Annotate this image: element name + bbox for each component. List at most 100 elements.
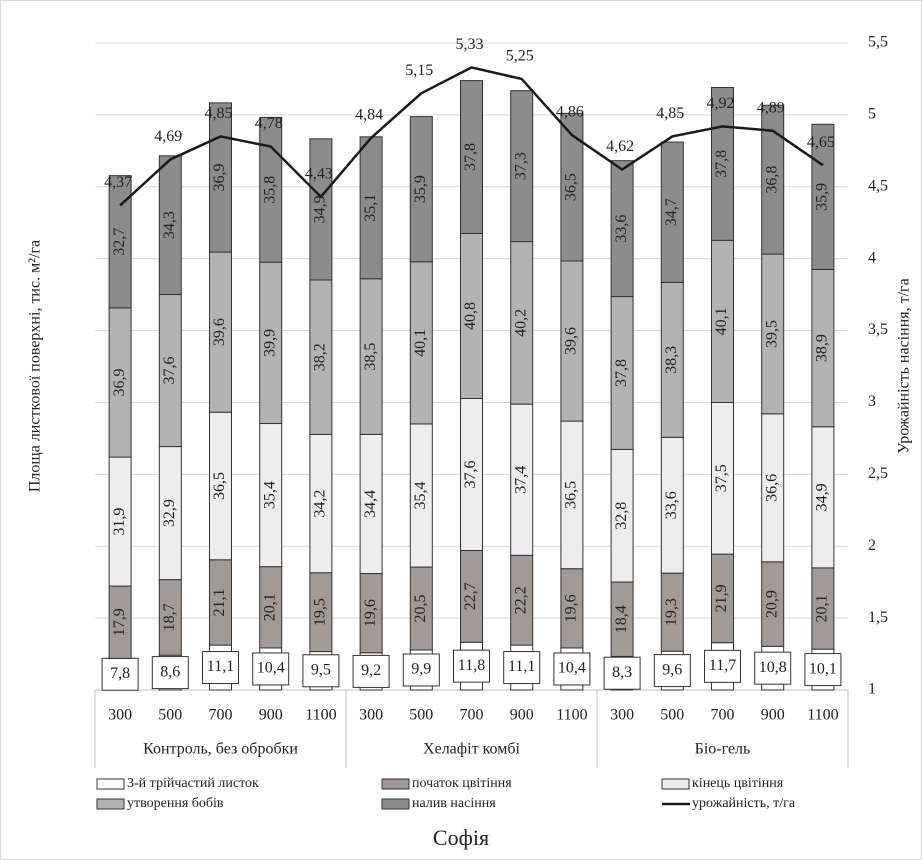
- data-label: 36,6: [763, 474, 780, 502]
- y2-tick-label: 4: [868, 249, 876, 266]
- data-label: 11,8: [458, 657, 485, 674]
- x-axis-title: Софія: [433, 825, 489, 850]
- data-label: 19,5: [312, 598, 329, 626]
- legend-swatch: [381, 798, 410, 810]
- data-label: 35,1: [362, 194, 379, 222]
- line-data-label: 4,85: [205, 105, 233, 122]
- data-label: 18,7: [161, 603, 178, 631]
- x-tick-label: 500: [660, 707, 684, 724]
- data-label: 35,9: [814, 183, 831, 211]
- data-label: 37,3: [512, 152, 529, 180]
- data-label: 19,3: [663, 598, 680, 626]
- data-label-box: [402, 653, 440, 687]
- bar-segment: [158, 155, 182, 296]
- legend-label: налив насіння: [412, 796, 496, 811]
- data-label: 34,4: [362, 490, 379, 518]
- data-label: 40,1: [713, 307, 730, 335]
- data-label: 11,1: [508, 658, 535, 675]
- legend-label: 3-й трійчастий листок: [127, 776, 259, 791]
- data-label: 37,4: [512, 466, 529, 494]
- data-label: 37,8: [613, 359, 630, 387]
- data-label: 37,8: [713, 150, 730, 178]
- data-label: 37,6: [462, 460, 479, 488]
- data-label: 34,9: [814, 483, 831, 511]
- x-tick-label: 900: [761, 707, 785, 724]
- line-data-label: 5,15: [405, 62, 433, 79]
- data-label: 21,9: [713, 584, 730, 612]
- x-tick-label: 900: [259, 707, 283, 724]
- legend-label: кінець цвітіння: [692, 776, 784, 791]
- data-label: 34,2: [312, 490, 329, 518]
- data-label-box: [704, 649, 741, 683]
- data-label: 20,1: [814, 595, 831, 623]
- x-tick-label: 500: [158, 707, 182, 724]
- line-data-label: 5,33: [456, 36, 484, 53]
- data-label: 34,7: [663, 198, 680, 226]
- legend-swatch: [661, 778, 690, 790]
- bar-segment: [510, 90, 534, 243]
- line-data-label: 4,92: [707, 95, 735, 112]
- data-label: 37,5: [713, 464, 730, 492]
- data-label: 39,9: [261, 329, 278, 357]
- group-label: Контроль, без обробки: [143, 741, 298, 758]
- legend-swatch: [96, 798, 125, 810]
- y2-tick-label: 1: [868, 681, 876, 698]
- x-tick-label: 1100: [556, 707, 587, 724]
- data-label: 38,2: [312, 343, 329, 371]
- line-data-label: 4,62: [606, 138, 634, 155]
- data-label: 40,1: [412, 329, 429, 357]
- data-label: 18,4: [613, 605, 630, 633]
- data-label: 39,6: [563, 327, 580, 355]
- data-label: 35,4: [261, 481, 278, 509]
- bar-segment: [660, 141, 684, 283]
- data-label: 19,6: [563, 594, 580, 622]
- data-label-box: [653, 654, 691, 688]
- legend-label: початок цвітіння: [412, 776, 512, 791]
- y2-tick-label: 2,5: [868, 465, 888, 482]
- data-label: 31,9: [111, 508, 128, 536]
- data-label: 36,9: [111, 368, 128, 396]
- x-tick-label: 700: [711, 707, 735, 724]
- legend-swatch: [96, 778, 125, 790]
- data-label: 20,9: [763, 590, 780, 618]
- data-label: 22,2: [512, 586, 529, 614]
- data-label: 20,1: [261, 593, 278, 621]
- data-label: 36,5: [563, 173, 580, 201]
- bar-segment: [409, 116, 433, 263]
- bar-segment: [309, 138, 333, 281]
- bar-segment: [460, 80, 483, 234]
- y2-tick-label: 4,5: [868, 177, 888, 194]
- y2-axis-title: Урожайність насіння, т/га: [896, 278, 913, 453]
- line-data-label: 4,37: [104, 174, 132, 191]
- x-tick-label: 500: [409, 707, 433, 724]
- data-label-box: [252, 652, 290, 686]
- data-label: 7,8: [110, 665, 130, 682]
- group-label: Хелафіт комбі: [423, 741, 520, 758]
- y2-tick-label: 5: [868, 106, 876, 123]
- line-data-label: 4,89: [757, 99, 785, 116]
- y2-tick-label: 5,5: [868, 34, 888, 51]
- data-label: 9,2: [361, 662, 381, 679]
- legend-label: утворення бобів: [127, 796, 224, 811]
- data-label-box: [553, 652, 591, 686]
- x-tick-label: 300: [359, 707, 383, 724]
- y2-tick-label: 1,5: [868, 609, 888, 626]
- line-data-label: 4,65: [807, 134, 835, 151]
- group-label: Біо-гель: [695, 741, 751, 758]
- bar-segment: [560, 112, 584, 262]
- line-data-label: 5,25: [506, 48, 534, 65]
- bar-segment: [761, 104, 785, 255]
- data-label: 39,5: [763, 320, 780, 348]
- data-label: 32,9: [161, 499, 178, 527]
- data-label: 21,1: [211, 588, 228, 616]
- data-label: 9,5: [311, 661, 331, 678]
- x-tick-label: 700: [209, 707, 233, 724]
- y-axis-title: Площа листкової поверхні, тис. м²/га: [27, 240, 44, 492]
- data-label-box: [754, 651, 792, 685]
- data-label: 37,8: [462, 143, 479, 171]
- data-label-box: [352, 654, 390, 688]
- data-label: 39,6: [211, 318, 228, 346]
- data-label-box: [603, 656, 641, 690]
- data-label: 35,8: [261, 176, 278, 204]
